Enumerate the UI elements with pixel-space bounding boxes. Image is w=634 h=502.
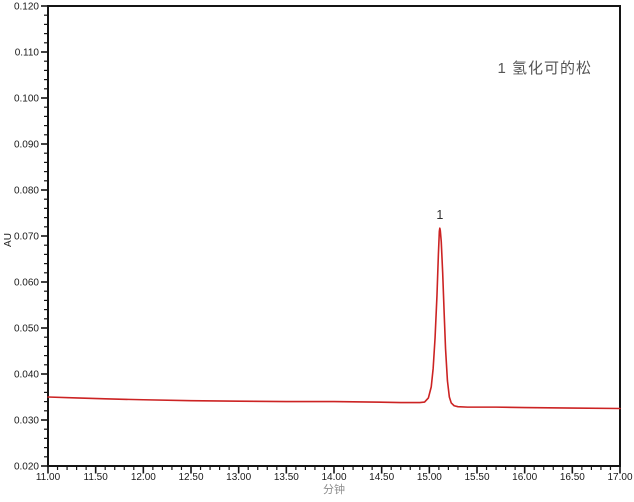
y-tick-label: 0.060 — [14, 278, 39, 289]
x-tick-label: 14.50 — [369, 472, 394, 483]
chromatogram-curve — [47, 227, 621, 410]
y-tick-label: 0.100 — [14, 94, 39, 105]
y-tick-label: 0.110 — [15, 48, 40, 59]
x-axis-title: 分钟 — [323, 482, 345, 496]
x-tick-label: 13.00 — [226, 472, 251, 483]
x-tick-label: 15.50 — [464, 472, 489, 483]
y-tick-label: 0.070 — [14, 232, 39, 243]
x-tick-label: 12.50 — [178, 472, 203, 483]
x-tick-label: 11.00 — [36, 472, 61, 483]
compound-annotation-label: 1 氢化可的松 — [497, 60, 592, 77]
y-tick-label: 0.080 — [14, 186, 39, 197]
x-tick-label: 16.50 — [560, 472, 585, 483]
x-tick-label: 16.00 — [512, 472, 537, 483]
y-axis-title: AU — [3, 233, 14, 247]
x-tick-label: 11.50 — [84, 472, 109, 483]
x-tick-label: 15.00 — [417, 472, 442, 483]
y-tick-label: 0.120 — [14, 2, 39, 13]
y-tick-label: 0.040 — [14, 370, 39, 381]
x-tick-label: 17.00 — [607, 472, 632, 483]
x-tick-label: 12.00 — [131, 472, 156, 483]
x-tick-label: 13.50 — [274, 472, 299, 483]
x-tick-label: 14.00 — [321, 472, 346, 483]
peak-number-label: 1 — [436, 208, 443, 222]
y-tick-label: 0.090 — [14, 140, 39, 151]
y-tick-label: 0.030 — [14, 416, 39, 427]
y-tick-label: 0.020 — [14, 462, 39, 473]
y-tick-label: 0.050 — [14, 324, 39, 335]
